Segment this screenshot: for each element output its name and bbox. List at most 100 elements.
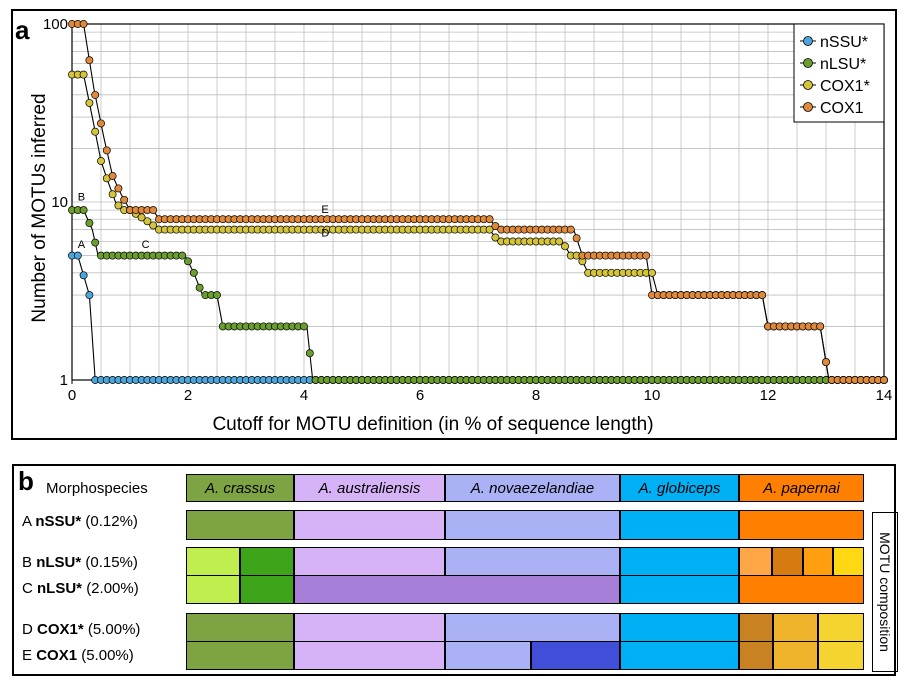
- x-axis: 0 2 4 6 8 10 12 14: [68, 380, 892, 404]
- point-2: [85, 98, 94, 107]
- point-2: [561, 242, 569, 251]
- motu-cell-4-3: [531, 641, 620, 670]
- point-3: [108, 172, 117, 180]
- motu-cell-3-6: [818, 613, 864, 642]
- point-3: [566, 225, 575, 234]
- x-tick-label: 8: [532, 387, 540, 404]
- point-3: [491, 222, 500, 231]
- motu-cell-1-8: [833, 547, 864, 576]
- point-2: [114, 201, 123, 210]
- motu-cell-4-7: [818, 641, 864, 670]
- legend-marker: [803, 36, 813, 46]
- point-1: [300, 322, 308, 331]
- point-1: [305, 349, 314, 358]
- panel-a-frame: [11, 9, 897, 440]
- point-2: [108, 190, 117, 199]
- species-header-1: A. australiensis: [294, 474, 445, 502]
- point-1: [189, 268, 198, 277]
- motu-cell-4-1: [294, 641, 445, 670]
- panel-b-letter: b: [18, 466, 34, 496]
- y-tick-label: 10: [51, 194, 68, 211]
- point-3: [79, 20, 88, 28]
- legend-label: nSSU*: [820, 34, 868, 51]
- motu-cell-1-2: [294, 547, 445, 576]
- motu-cell-1-5: [739, 547, 772, 576]
- x-tick-label: 2: [184, 387, 192, 404]
- chart-panel-a: a 0 2 4 6 8 10 12 14 1 10 100 A B C DE Cutoff for MO…: [11, 9, 897, 440]
- legend-marker: [803, 58, 813, 68]
- point-1: [91, 238, 100, 247]
- point-3: [642, 251, 651, 260]
- row-label-b: B nLSU* (0.15%): [22, 554, 138, 571]
- series-layer: [68, 20, 888, 384]
- motu-cell-2-0: [186, 575, 240, 604]
- species-header-2: A. novaezelandiae: [445, 474, 620, 502]
- point-1: [85, 219, 94, 228]
- panel-a-letter: a: [15, 15, 30, 45]
- motu-cell-3-4: [739, 613, 773, 642]
- legend-marker: [803, 80, 813, 90]
- point-1: [79, 206, 88, 215]
- motu-cell-1-4: [620, 547, 739, 576]
- species-header-3: A. globiceps: [620, 474, 739, 502]
- y-axis-label: Number of MOTUs inferred: [29, 93, 50, 322]
- motu-cell-1-1: [240, 547, 294, 576]
- legend-label: nLSU*: [820, 56, 866, 73]
- legend-marker: [803, 102, 813, 112]
- point-3: [485, 215, 494, 224]
- point-0: [73, 251, 82, 260]
- motu-cell-3-5: [773, 613, 818, 642]
- motu-cell-1-7: [803, 547, 833, 576]
- annotation-c: C: [142, 239, 150, 251]
- point-3: [149, 206, 158, 215]
- grid: [72, 24, 884, 380]
- legend: nSSU* nLSU* COX1* COX1: [793, 23, 885, 123]
- motu-cell-2-1: [240, 575, 294, 604]
- motu-cell-2-4: [739, 575, 864, 604]
- point-3: [114, 184, 123, 193]
- point-3: [758, 291, 767, 300]
- point-2: [97, 157, 105, 165]
- x-tick-label: 0: [68, 387, 76, 404]
- x-tick-label: 4: [300, 387, 308, 404]
- y-tick-label: 1: [60, 372, 68, 389]
- motu-composition-label: MOTU composition: [877, 532, 893, 652]
- point-0: [79, 271, 88, 280]
- motu-cell-2-2: [294, 575, 620, 604]
- row-label-d: D COX1* (5.00%): [22, 621, 141, 638]
- annotation-b: B: [78, 191, 85, 203]
- point-2: [648, 268, 656, 277]
- panel-b-frame: [12, 464, 896, 676]
- y-tick-label: 100: [43, 16, 68, 33]
- annotation-a: A: [78, 239, 86, 251]
- point-1: [178, 251, 187, 260]
- annotation-e: E: [321, 204, 328, 216]
- series-points: [68, 20, 888, 384]
- row-label-e: E COX1 (5.00%): [22, 647, 134, 664]
- motu-cell-1-0: [186, 547, 240, 576]
- point-2: [79, 70, 88, 79]
- motu-cell-4-5: [739, 641, 773, 670]
- motu-cell-3-0: [186, 613, 294, 642]
- legend-label: COX1*: [820, 78, 870, 95]
- legend-label: COX1: [820, 100, 864, 117]
- motu-cell-0-1: [294, 510, 445, 540]
- motu-cell-1-3: [445, 547, 620, 576]
- point-1: [195, 283, 204, 292]
- y-axis: 1 10 100: [43, 16, 68, 389]
- point-3: [85, 56, 94, 65]
- x-axis-label: Cutoff for MOTU definition (in % of sequ…: [212, 414, 653, 435]
- motu-cell-3-3: [620, 613, 739, 642]
- point-2: [555, 237, 564, 246]
- motu-cell-1-6: [772, 547, 803, 576]
- row-label-c: C nLSU* (2.00%): [22, 580, 139, 597]
- motu-cell-4-4: [620, 641, 739, 670]
- point-1: [213, 291, 221, 300]
- point-1: [184, 257, 192, 266]
- row-label-a: A nSSU* (0.12%): [22, 513, 138, 530]
- species-header-4: A. papernai: [739, 474, 864, 502]
- motu-cell-2-3: [620, 575, 739, 604]
- morphospecies-label: Morphospecies: [46, 480, 148, 497]
- annotation-d: D: [321, 227, 329, 239]
- point-2: [491, 233, 500, 242]
